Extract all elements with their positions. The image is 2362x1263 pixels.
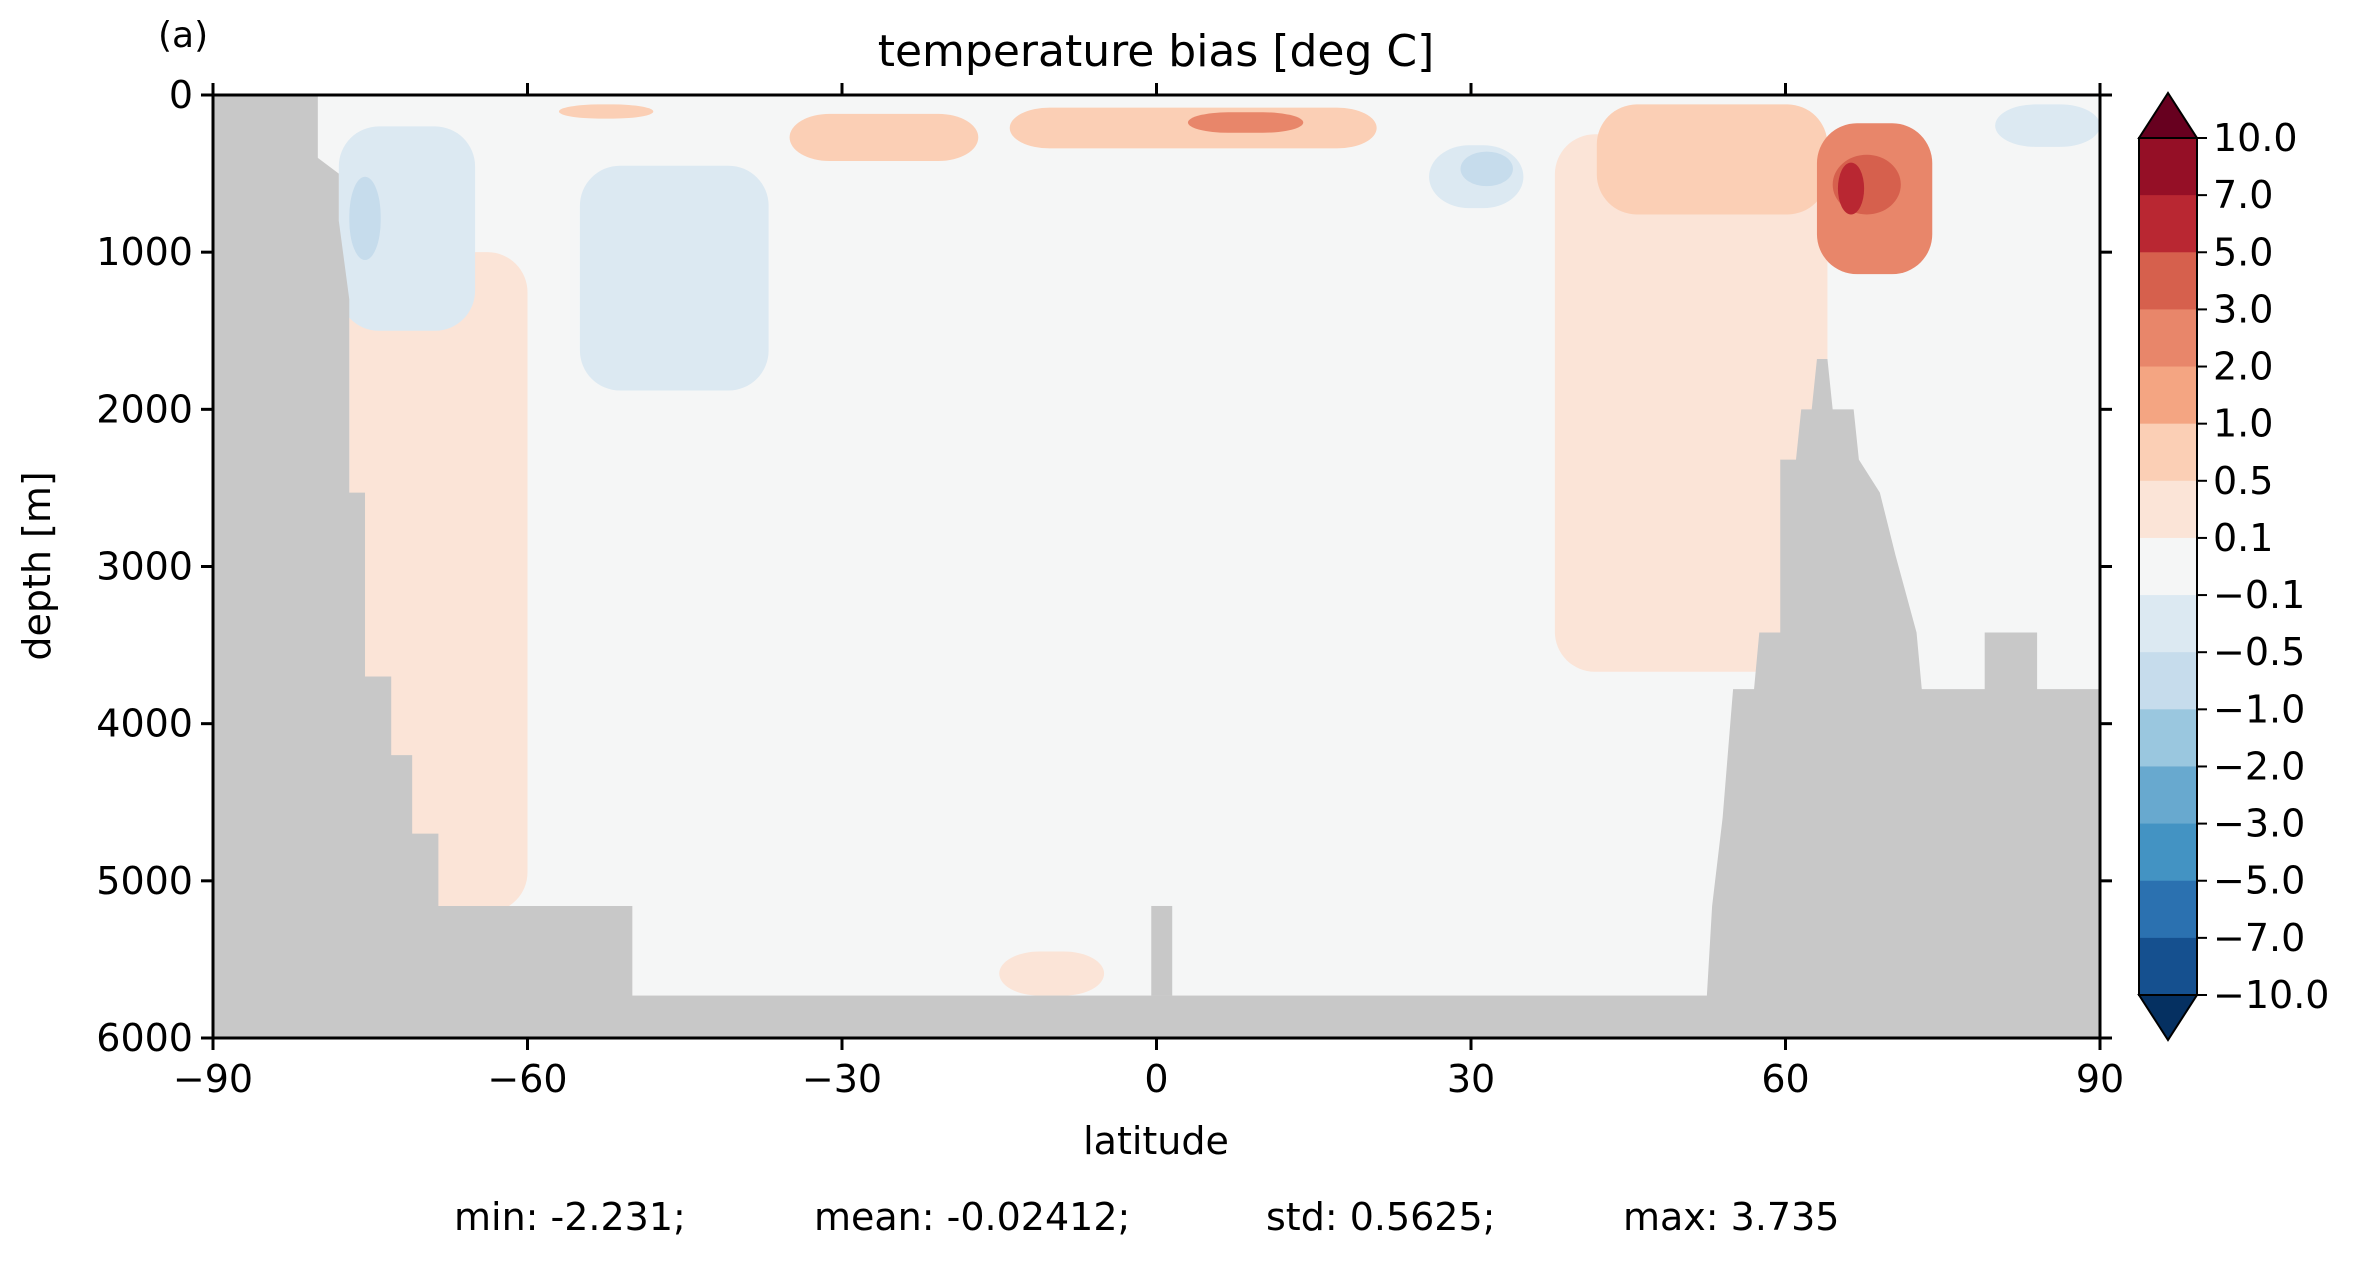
colorbar-segment [2139, 766, 2197, 825]
x-tick-label: 60 [1761, 1057, 1809, 1101]
bias-region-7 [579, 165, 769, 391]
colorbar-tick-label: −0.5 [2213, 630, 2305, 674]
x-tick-label: 90 [2076, 1057, 2124, 1101]
plot-area [213, 95, 2100, 1038]
stat-mean: mean: -0.02412; [814, 1195, 1131, 1239]
bias-region-10 [558, 104, 654, 119]
bias-region-11 [789, 113, 979, 162]
bias-region-5 [1554, 134, 1828, 672]
colorbar-segment [2139, 937, 2197, 996]
bias-region-2 [1151, 707, 1199, 870]
bias-region-16 [1187, 112, 1304, 133]
land-mask-north [1706, 359, 2100, 1038]
stat-max: max: 3.735 [1623, 1195, 1840, 1239]
bias-region-4 [999, 951, 1105, 996]
colorbar-segment [2139, 823, 2197, 882]
colorbar-tick-label: 1.0 [2213, 402, 2273, 446]
colorbar-tick-label: −5.0 [2213, 859, 2305, 903]
y-tick-label: 3000 [96, 545, 193, 589]
colorbar-tick-label: 3.0 [2213, 287, 2273, 331]
bias-region-19 [1837, 162, 1865, 215]
colorbar-segment [2139, 423, 2197, 482]
colorbar-segment [2139, 595, 2197, 653]
colorbar-tick-label: 0.1 [2213, 516, 2273, 560]
y-tick-label: 1000 [96, 230, 193, 274]
y-tick-label: 0 [169, 73, 193, 117]
bias-region-13 [1596, 104, 1828, 215]
colorbar-frame [2138, 137, 2198, 996]
bias-region-6 [338, 126, 476, 331]
colorbar-tick-label: −0.1 [2213, 573, 2305, 617]
x-tick-label: −30 [802, 1057, 882, 1101]
colorbar-extend-bottom [2137, 994, 2199, 1042]
y-axis-ticks: 0 1000 2000 3000 4000 5000 6000 [96, 73, 2112, 1060]
colorbar-tick-label: 7.0 [2213, 173, 2273, 217]
colorbar-tick-label: −7.0 [2213, 916, 2305, 960]
colorbar-tick-label: −3.0 [2213, 802, 2305, 846]
x-axis-label: latitude [1083, 1119, 1229, 1163]
colorbar-tick-label: 5.0 [2213, 230, 2273, 274]
colorbar-segment [2139, 880, 2197, 939]
y-axis-label: depth [m] [15, 471, 59, 660]
colorbar-segment [2139, 309, 2197, 368]
colorbar: 10.0 7.0 5.0 3.0 2.0 1.0 0.5 0.1 −0.1 −0.5 −1.0 −2.… [2137, 91, 2329, 1042]
x-axis-ticks: −90 −60 −30 0 30 60 90 [173, 83, 2124, 1101]
colorbar-segment [2139, 366, 2197, 425]
x-tick-label: −90 [173, 1057, 253, 1101]
colorbar-tick-label: −10.0 [2213, 973, 2329, 1017]
y-tick-label: 6000 [96, 1016, 193, 1060]
stat-min: min: -2.231; [454, 1195, 686, 1239]
colorbar-tick-label: 0.5 [2213, 459, 2273, 503]
bias-region-1 [915, 142, 1597, 454]
bias-region-3 [349, 252, 528, 913]
bias-region-9 [1995, 104, 2100, 147]
colorbar-segment [2139, 480, 2197, 539]
y-tick-label: 2000 [96, 387, 193, 431]
colorbar-segment [2139, 709, 2197, 767]
stat-std: std: 0.5625; [1266, 1195, 1496, 1239]
colorbar-segment [2139, 652, 2197, 710]
colorbar-extend-top [2137, 91, 2199, 139]
land-mask-south [213, 95, 633, 1038]
colorbar-tick-label: 10.0 [2213, 116, 2298, 160]
colorbar-segment [2139, 252, 2197, 310]
colorbar-segment [2139, 195, 2197, 253]
colorbar-segment [2139, 537, 2197, 596]
x-tick-label: 0 [1144, 1057, 1168, 1101]
bias-region-15 [1460, 151, 1513, 187]
colorbar-tick-label: −2.0 [2213, 744, 2305, 788]
y-tick-label: 5000 [96, 859, 193, 903]
bias-region-14 [349, 176, 381, 261]
x-tick-label: −60 [487, 1057, 567, 1101]
chart-title: temperature bias [deg C] [878, 26, 1435, 77]
y-tick-label: 4000 [96, 702, 193, 746]
colorbar-tick-label: −1.0 [2213, 687, 2305, 731]
bathymetry-mask [213, 95, 2100, 1038]
bias-contour-fields [338, 104, 2100, 996]
ocean-floor-mask [213, 995, 2100, 1038]
colorbar-segment [2139, 138, 2197, 196]
panel-label: (a) [158, 15, 208, 56]
colorbar-tick-label: 2.0 [2213, 345, 2273, 389]
bias-region-12 [1009, 107, 1377, 149]
seamount-0 [1151, 905, 1173, 996]
x-tick-label: 30 [1447, 1057, 1495, 1101]
